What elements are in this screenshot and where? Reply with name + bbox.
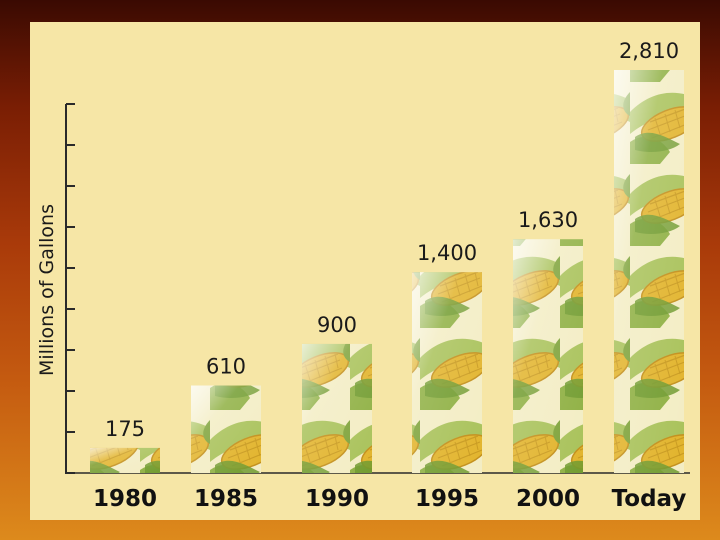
bar-1995 (412, 272, 482, 473)
y-axis (65, 103, 690, 474)
bar-1980 (90, 447, 160, 473)
bar-sheen (614, 70, 684, 473)
category-label: 1985 (194, 486, 258, 512)
category-label: 1990 (305, 486, 369, 512)
value-label: 900 (317, 313, 357, 337)
bars-group (90, 70, 684, 473)
bar-1990 (302, 343, 372, 473)
value-label: 1,400 (417, 241, 477, 265)
bar-sheen (302, 343, 372, 473)
value-label: 610 (206, 355, 246, 379)
bar-sheen (412, 272, 482, 473)
value-label: 2,810 (619, 39, 679, 63)
bar-sheen (513, 239, 583, 473)
bar-sheen (90, 447, 160, 473)
category-label: 1980 (93, 486, 157, 512)
category-label: Today (612, 486, 687, 512)
value-labels-group: 175 610 900 1,400 1,630 2,810 (105, 39, 679, 441)
category-labels-group: 1980 1985 1990 1995 2000 Today (93, 486, 686, 512)
category-label: 2000 (516, 486, 580, 512)
category-label: 1995 (415, 486, 479, 512)
value-label: 175 (105, 417, 145, 441)
value-label: 1,630 (518, 208, 578, 232)
bar-2000 (513, 239, 583, 473)
bar-sheen (191, 385, 261, 473)
bar-today (614, 70, 684, 473)
bar-1985 (191, 385, 261, 473)
y-axis-title: Millions of Gallons (36, 204, 58, 376)
